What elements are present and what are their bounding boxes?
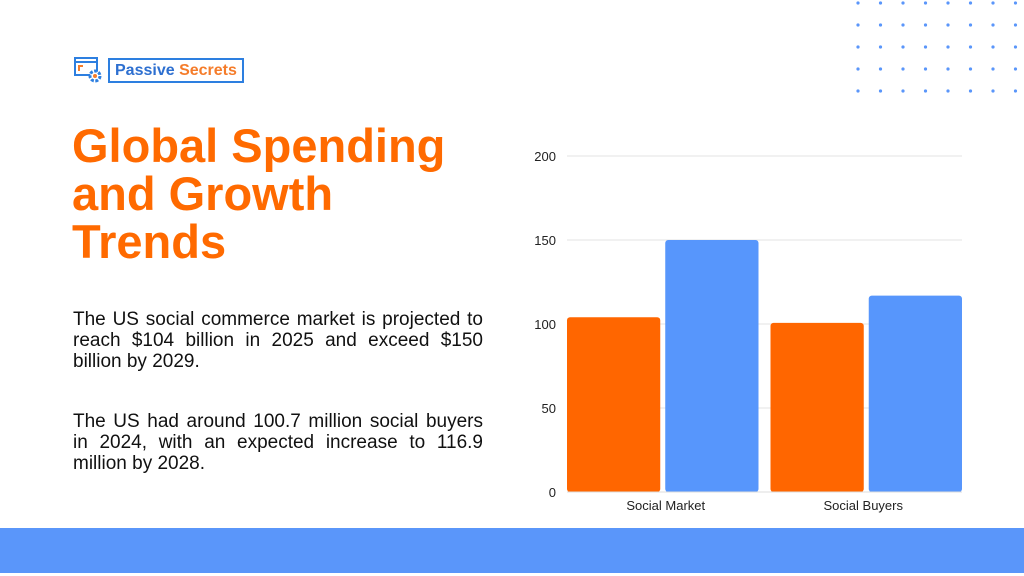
dot	[968, 23, 973, 27]
dot	[901, 23, 905, 27]
logo: Passive Secrets	[74, 57, 244, 83]
dot	[923, 23, 928, 27]
dot	[856, 23, 860, 27]
x-tick-label: Social Market	[626, 498, 705, 513]
dot	[1013, 45, 1018, 49]
logo-text: Passive Secrets	[108, 57, 244, 83]
dot	[878, 45, 883, 49]
dot	[901, 45, 905, 49]
dot	[991, 67, 995, 71]
dot	[1013, 89, 1018, 93]
y-tick-label: 200	[534, 149, 556, 164]
dot	[946, 45, 950, 49]
paragraph-buyers: The US had around 100.7 million social b…	[73, 411, 483, 474]
dot	[1013, 1, 1018, 5]
y-tick-label: 0	[549, 485, 556, 500]
browser-gear-icon	[74, 57, 102, 83]
dot	[878, 23, 883, 27]
dot	[1013, 67, 1018, 71]
page-title: Global Spending and Growth Trends	[72, 119, 446, 268]
paragraph-market: The US social commerce market is project…	[73, 309, 483, 372]
dot	[991, 45, 995, 49]
dot	[856, 1, 860, 5]
dot	[923, 45, 928, 49]
bar-social-buyers-0	[770, 322, 864, 492]
dot	[946, 1, 950, 5]
y-tick-label: 50	[542, 401, 556, 416]
dot	[923, 1, 928, 5]
dot	[991, 23, 995, 27]
dot	[901, 89, 905, 93]
dot	[968, 45, 973, 49]
dot	[856, 67, 860, 71]
x-tick-label: Social Buyers	[824, 498, 904, 513]
dot	[856, 45, 860, 49]
dot	[946, 67, 950, 71]
bar-social-market-1	[665, 240, 759, 492]
dot	[991, 89, 995, 93]
dot	[923, 67, 928, 71]
dot	[878, 1, 883, 5]
bar-social-market-0	[567, 317, 661, 492]
dot-pattern	[856, 1, 1018, 93]
dot	[991, 1, 995, 5]
bar-social-buyers-1	[868, 295, 962, 492]
footer-band	[0, 528, 1024, 573]
dot	[901, 67, 905, 71]
dot	[1013, 23, 1018, 27]
dot	[856, 89, 860, 93]
y-tick-label: 150	[534, 233, 556, 248]
y-tick-label: 100	[534, 317, 556, 332]
dot	[968, 1, 973, 5]
dot	[878, 67, 883, 71]
dot	[946, 23, 950, 27]
dot	[968, 67, 973, 71]
dot	[946, 89, 950, 93]
dot	[901, 1, 905, 5]
dot	[968, 89, 973, 93]
dot	[923, 89, 928, 93]
dot	[878, 89, 883, 93]
